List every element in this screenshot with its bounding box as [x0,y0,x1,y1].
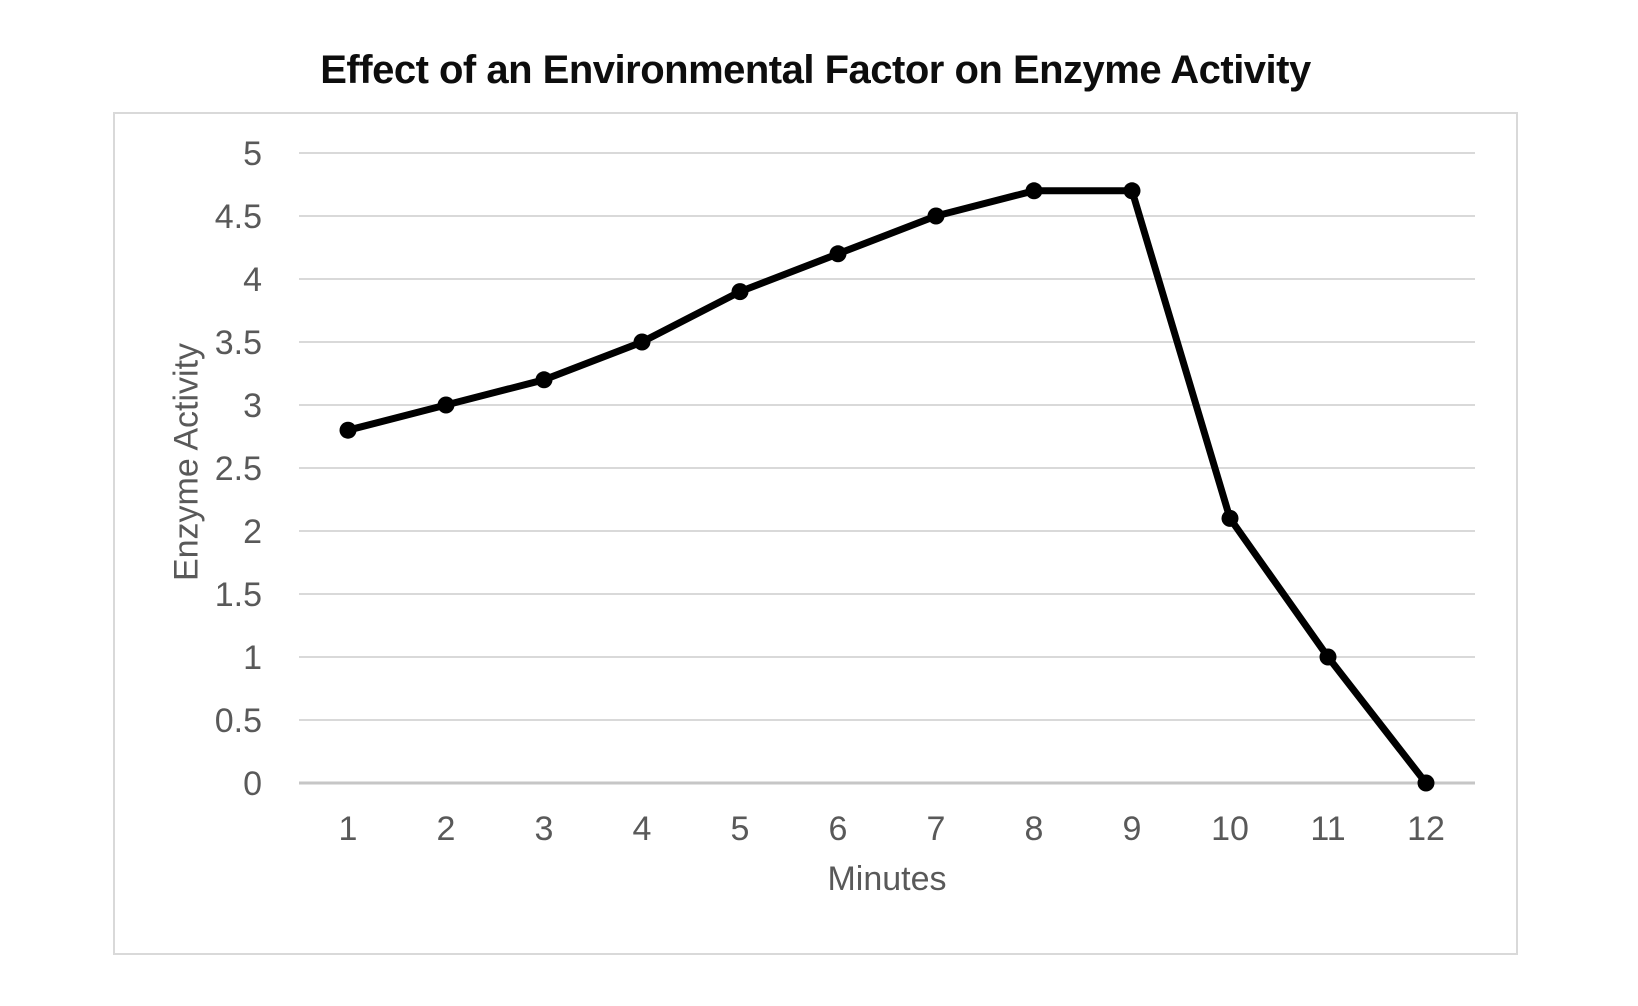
data-point-marker [1123,182,1141,200]
data-point-marker [1417,774,1435,792]
chart-title: Effect of an Environmental Factor on Enz… [320,48,1311,92]
x-tick-label: 6 [829,810,848,848]
data-point-marker [1025,182,1043,200]
y-tick-label: 4 [243,261,262,299]
x-tick-label: 11 [1310,810,1345,848]
x-tick-label: 12 [1407,810,1445,848]
y-tick-label: 1 [243,639,262,677]
y-tick-label: 3.5 [215,324,262,362]
y-tick-label: 3 [243,387,262,425]
x-tick-label: 3 [535,810,554,848]
data-point-marker [1319,648,1337,666]
x-tick-label: 10 [1211,810,1249,848]
y-tick-label: 4.5 [215,198,262,236]
data-point-marker [535,371,553,389]
y-tick-label: 5 [243,135,262,173]
y-tick-label: 0.5 [215,702,262,740]
y-tick-label: 2.5 [215,450,262,488]
x-tick-label: 9 [1123,810,1142,848]
x-tick-label: 4 [633,810,652,848]
x-tick-label: 5 [731,810,750,848]
data-point-marker [829,245,847,263]
x-tick-label: 7 [927,810,946,848]
data-point-marker [1221,509,1239,527]
y-tick-label: 1.5 [215,576,262,614]
x-tick-label: 2 [437,810,456,848]
x-axis-title: Minutes [827,860,947,898]
data-point-marker [437,396,455,414]
data-point-marker [339,421,357,439]
series-line [344,187,1430,787]
y-tick-label: 0 [243,765,262,803]
y-tick-label: 2 [243,513,262,551]
y-axis-title: Enzyme Activity [167,342,206,582]
data-point-marker [927,207,945,225]
chart-frame [113,112,1518,955]
x-tick-label: 8 [1025,810,1044,848]
data-point-marker [731,283,749,301]
x-tick-label: 1 [339,810,358,848]
data-point-marker [633,333,651,351]
